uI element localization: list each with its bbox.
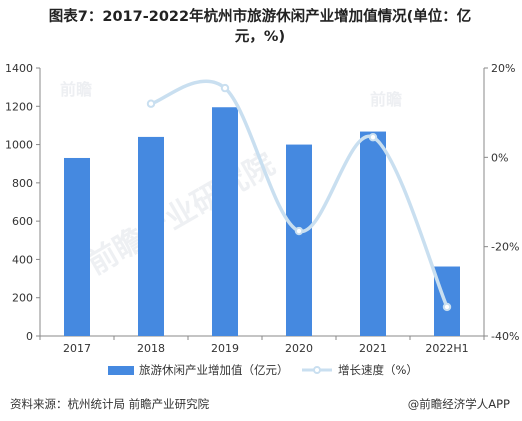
legend: 旅游休闲产业增加值（亿元） 增长速度（%）: [108, 363, 418, 377]
y-left-tick-label: 1200: [5, 100, 33, 113]
y-right-tick-label: -20%: [491, 241, 519, 254]
source-note: 资料来源：杭州统计局 前瞻产业研究院: [10, 397, 210, 411]
x-tick-label: 2018: [137, 342, 165, 355]
growth-line-path: [149, 79, 449, 309]
bar: [212, 107, 238, 336]
y-left-tick-label: 400: [12, 253, 33, 266]
bar: [138, 136, 164, 336]
growth-line-point: [220, 83, 230, 93]
y-left-tick-label: 200: [12, 292, 33, 305]
y-left-tick-label: 1400: [5, 62, 33, 75]
growth-line-series: [146, 79, 452, 312]
x-tick-label: 2022H1: [425, 342, 468, 355]
growth-line-point: [294, 226, 304, 236]
legend-bar-swatch: [108, 366, 134, 375]
x-tick-label: 2017: [63, 342, 91, 355]
legend-line-marker: [313, 366, 321, 374]
brand-note: @前瞻经济学人APP: [407, 397, 510, 411]
watermark-small: 前瞻: [370, 90, 402, 109]
x-tick-label: 2020: [285, 342, 313, 355]
bar: [360, 131, 386, 336]
chart-title-line1: 图表7：2017-2022年杭州市旅游休闲产业增加值情况(单位：亿: [48, 9, 472, 25]
legend-line-label: 增长速度（%）: [338, 363, 418, 377]
bars: [64, 107, 460, 336]
x-tick-label: 2019: [211, 342, 239, 355]
chart-title-line2: 元，%): [234, 29, 286, 45]
y-left-tick-label: 600: [12, 215, 33, 228]
bar: [64, 157, 90, 336]
growth-line-point: [442, 302, 452, 312]
y-left-tick-label: 800: [12, 177, 33, 190]
growth-line-point: [368, 133, 378, 142]
y-right-tick-label: -40%: [491, 330, 519, 343]
y-right-tick-label: 0%: [491, 151, 508, 164]
chart-title: 图表7：2017-2022年杭州市旅游休闲产业增加值情况(单位：亿 元，%): [10, 7, 510, 47]
watermark-text: 前瞻产业研究院: [82, 147, 281, 282]
x-tick-label: 2021: [359, 342, 387, 355]
bar: [286, 144, 312, 336]
watermark-small: 前瞻: [60, 80, 92, 99]
bar: [434, 266, 460, 336]
y-left-tick-label: 1000: [5, 139, 33, 152]
growth-line-point: [146, 99, 156, 108]
y-right-tick-label: 20%: [491, 62, 515, 75]
y-left-tick-label: 0: [26, 330, 33, 343]
legend-bar-label: 旅游休闲产业增加值（亿元）: [139, 363, 289, 377]
